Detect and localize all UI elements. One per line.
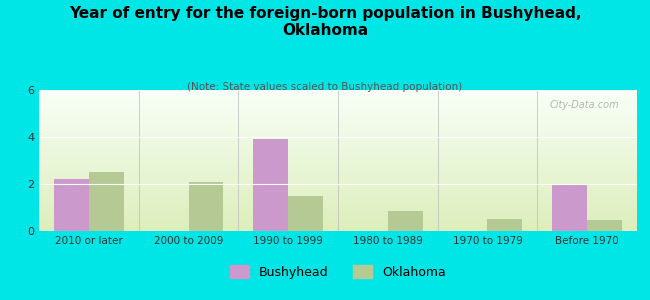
- Bar: [188, 182, 224, 231]
- Bar: [388, 211, 423, 231]
- Bar: [552, 184, 587, 231]
- Bar: [89, 172, 124, 231]
- Bar: [587, 220, 622, 231]
- Text: Year of entry for the foreign-born population in Bushyhead,
Oklahoma: Year of entry for the foreign-born popul…: [69, 6, 581, 38]
- Bar: [254, 139, 288, 231]
- Legend: Bushyhead, Oklahoma: Bushyhead, Oklahoma: [225, 260, 451, 284]
- Bar: [288, 196, 323, 231]
- Bar: [54, 179, 89, 231]
- Text: (Note: State values scaled to Bushyhead population): (Note: State values scaled to Bushyhead …: [187, 82, 463, 92]
- Bar: [488, 219, 523, 231]
- Text: City-Data.com: City-Data.com: [549, 100, 619, 110]
